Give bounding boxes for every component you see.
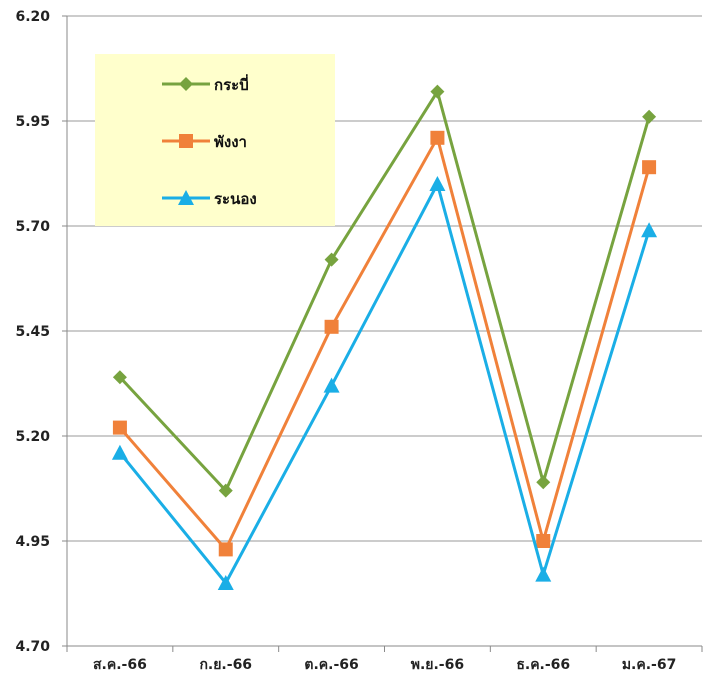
legend-box (95, 54, 335, 226)
data-point (536, 475, 551, 490)
data-point (429, 176, 446, 191)
y-tick-label: 5.20 (15, 429, 50, 445)
legend-item: พังงา (162, 133, 247, 151)
data-point (218, 483, 233, 498)
data-point (217, 575, 234, 590)
legend-item: กระบี่ (162, 74, 249, 94)
x-tick-label: ส.ค.-66 (93, 657, 147, 673)
series-line (118, 136, 651, 551)
data-point (112, 420, 127, 435)
data-point (641, 222, 658, 238)
x-tick-label: พ.ย.-66 (411, 657, 464, 673)
data-point (324, 252, 339, 267)
x-tick-label: ม.ค.-67 (622, 657, 677, 673)
y-tick-label: 5.95 (15, 114, 50, 130)
y-tick-label: 5.45 (15, 324, 50, 340)
series-0 (112, 84, 657, 498)
x-tick-label: ต.ค.-66 (304, 657, 358, 673)
series-1 (112, 130, 657, 557)
axes (62, 15, 703, 652)
data-point (535, 566, 552, 582)
series-layer (111, 84, 658, 590)
series-line (118, 182, 651, 585)
data-point (324, 319, 339, 334)
legend-marker (179, 134, 193, 148)
data-point (642, 160, 657, 175)
legend-item: ระนอง (162, 190, 257, 208)
legend-label: พังงา (214, 133, 247, 151)
data-point (323, 377, 340, 393)
data-point (430, 130, 445, 145)
x-tick-label: ก.ย.-66 (199, 657, 252, 673)
legend-marker (179, 77, 193, 91)
y-axis-ticks: 6.20 5.95 5.70 5.45 5.20 4.95 4.70 (15, 9, 50, 655)
legend-label: ระนอง (214, 190, 257, 208)
legend-label: กระบี่ (214, 74, 249, 94)
data-point (536, 534, 551, 548)
y-tick-label: 4.70 (15, 639, 50, 655)
y-tick-label: 6.20 (15, 9, 50, 25)
legend-marker (178, 190, 194, 205)
x-tick-label: ธ.ค.-66 (516, 657, 570, 673)
series-2 (111, 176, 658, 590)
data-point (430, 84, 445, 99)
data-point (642, 109, 657, 124)
data-point (112, 370, 127, 385)
y-tick-label: 4.95 (15, 534, 50, 550)
y-tick-label: 5.70 (15, 219, 50, 235)
data-point (111, 444, 128, 460)
series-line (118, 90, 651, 493)
x-axis-ticks: ส.ค.-66 ก.ย.-66 ต.ค.-66 พ.ย.-66 ธ.ค.-66 ม.ค.-… (93, 657, 676, 673)
data-point (218, 542, 233, 557)
